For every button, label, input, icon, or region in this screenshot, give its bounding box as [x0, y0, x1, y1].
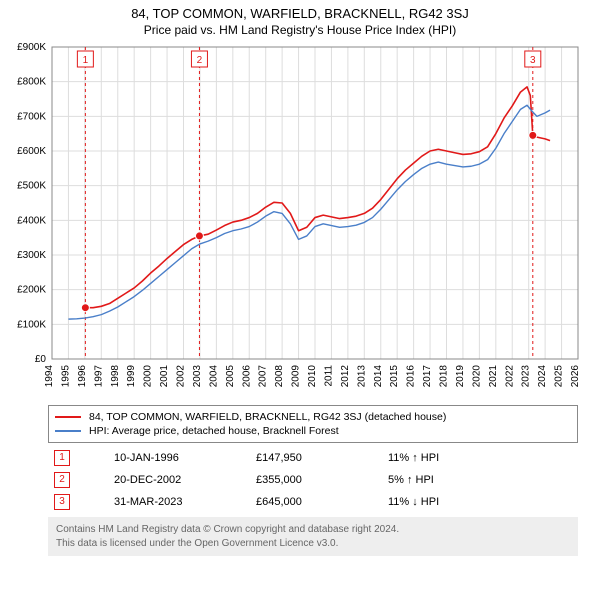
x-tick-label: 2017 — [422, 365, 433, 388]
footer-line1: Contains HM Land Registry data © Crown c… — [56, 523, 570, 537]
x-tick-label: 2023 — [521, 365, 532, 388]
legend-label: HPI: Average price, detached house, Brac… — [89, 425, 339, 437]
x-tick-label: 1995 — [60, 365, 71, 388]
x-tick-label: 2000 — [143, 365, 154, 388]
x-tick-label: 1999 — [126, 365, 137, 388]
x-tick-label: 2019 — [455, 365, 466, 388]
y-tick-label: £400K — [17, 215, 46, 226]
title-sub: Price paid vs. HM Land Registry's House … — [0, 23, 600, 37]
x-tick-label: 2003 — [192, 365, 203, 388]
legend-row: HPI: Average price, detached house, Brac… — [55, 424, 571, 438]
x-tick-label: 1998 — [110, 365, 121, 388]
x-tick-label: 2022 — [504, 365, 515, 388]
x-tick-label: 2011 — [323, 365, 334, 387]
titles: 84, TOP COMMON, WARFIELD, BRACKNELL, RG4… — [0, 0, 600, 39]
x-tick-label: 2012 — [340, 365, 351, 388]
table-date: 20-DEC-2002 — [108, 469, 250, 491]
y-tick-label: £200K — [17, 285, 46, 296]
x-tick-label: 2020 — [471, 365, 482, 388]
x-tick-label: 2015 — [389, 365, 400, 388]
footer: Contains HM Land Registry data © Crown c… — [48, 517, 578, 556]
transactions-table: 1 10-JAN-1996£147,95011% ↑ HPI 2 20-DEC-200… — [48, 447, 578, 513]
chart-area: £0 £100K £200K £300K £400K £500K £600K £700K £80… — [0, 39, 600, 399]
x-tick-label: 2008 — [274, 365, 285, 388]
x-tick-label: 2025 — [554, 365, 565, 388]
x-tick-label: 2010 — [307, 365, 318, 388]
y-tick-label: £300K — [17, 250, 46, 261]
chart-container: 84, TOP COMMON, WARFIELD, BRACKNELL, RG4… — [0, 0, 600, 556]
table-date: 31-MAR-2023 — [108, 491, 250, 513]
y-tick-label: £600K — [17, 146, 46, 157]
table-marker-box: 3 — [54, 494, 70, 510]
transaction-dot — [195, 232, 203, 240]
x-tick-label: 2006 — [241, 365, 252, 388]
transaction-marker-num: 3 — [530, 55, 536, 66]
x-tick-label: 2002 — [176, 365, 187, 388]
y-tick-label: £900K — [17, 42, 46, 53]
table-marker-box: 2 — [54, 472, 70, 488]
x-tick-label: 2001 — [159, 365, 170, 388]
legend-swatch — [55, 430, 81, 432]
legend-swatch — [55, 416, 81, 418]
table-delta: 11% ↑ HPI — [382, 447, 578, 469]
x-tick-label: 2009 — [291, 365, 302, 388]
table-row: 1 10-JAN-1996£147,95011% ↑ HPI — [48, 447, 578, 469]
transaction-dot — [529, 131, 537, 139]
table-price: £147,950 — [250, 447, 382, 469]
x-tick-label: 1994 — [44, 365, 55, 388]
y-tick-label: £500K — [17, 181, 46, 192]
y-tick-label: £100K — [17, 319, 46, 330]
x-tick-label: 2024 — [537, 365, 548, 388]
table-delta: 11% ↓ HPI — [382, 491, 578, 513]
x-tick-label: 2005 — [225, 365, 236, 388]
y-tick-label: £700K — [17, 111, 46, 122]
x-tick-label: 2004 — [208, 365, 219, 388]
x-tick-label: 1997 — [93, 365, 104, 388]
x-tick-label: 2007 — [258, 365, 269, 388]
x-tick-label: 2014 — [373, 365, 384, 388]
x-tick-label: 2026 — [570, 365, 581, 388]
legend: 84, TOP COMMON, WARFIELD, BRACKNELL, RG4… — [48, 405, 578, 443]
footer-line2: This data is licensed under the Open Gov… — [56, 537, 570, 551]
y-tick-label: £0 — [35, 354, 47, 365]
table-row: 2 20-DEC-2002£355,0005% ↑ HPI — [48, 469, 578, 491]
table-date: 10-JAN-1996 — [108, 447, 250, 469]
x-tick-label: 1996 — [77, 365, 88, 388]
transaction-dot — [81, 304, 89, 312]
legend-label: 84, TOP COMMON, WARFIELD, BRACKNELL, RG4… — [89, 411, 446, 423]
y-tick-label: £800K — [17, 77, 46, 88]
table-price: £355,000 — [250, 469, 382, 491]
title-main: 84, TOP COMMON, WARFIELD, BRACKNELL, RG4… — [0, 6, 600, 21]
x-tick-label: 2018 — [439, 365, 450, 388]
table-price: £645,000 — [250, 491, 382, 513]
chart-svg: £0 £100K £200K £300K £400K £500K £600K £700K £80… — [0, 39, 600, 399]
x-tick-label: 2016 — [406, 365, 417, 388]
table-marker-box: 1 — [54, 450, 70, 466]
table-delta: 5% ↑ HPI — [382, 469, 578, 491]
table-row: 3 31-MAR-2023£645,00011% ↓ HPI — [48, 491, 578, 513]
transaction-marker-num: 1 — [83, 55, 89, 66]
legend-row: 84, TOP COMMON, WARFIELD, BRACKNELL, RG4… — [55, 410, 571, 424]
transaction-marker-num: 2 — [197, 55, 203, 66]
x-tick-label: 2013 — [356, 365, 367, 388]
x-tick-label: 2021 — [488, 365, 499, 388]
